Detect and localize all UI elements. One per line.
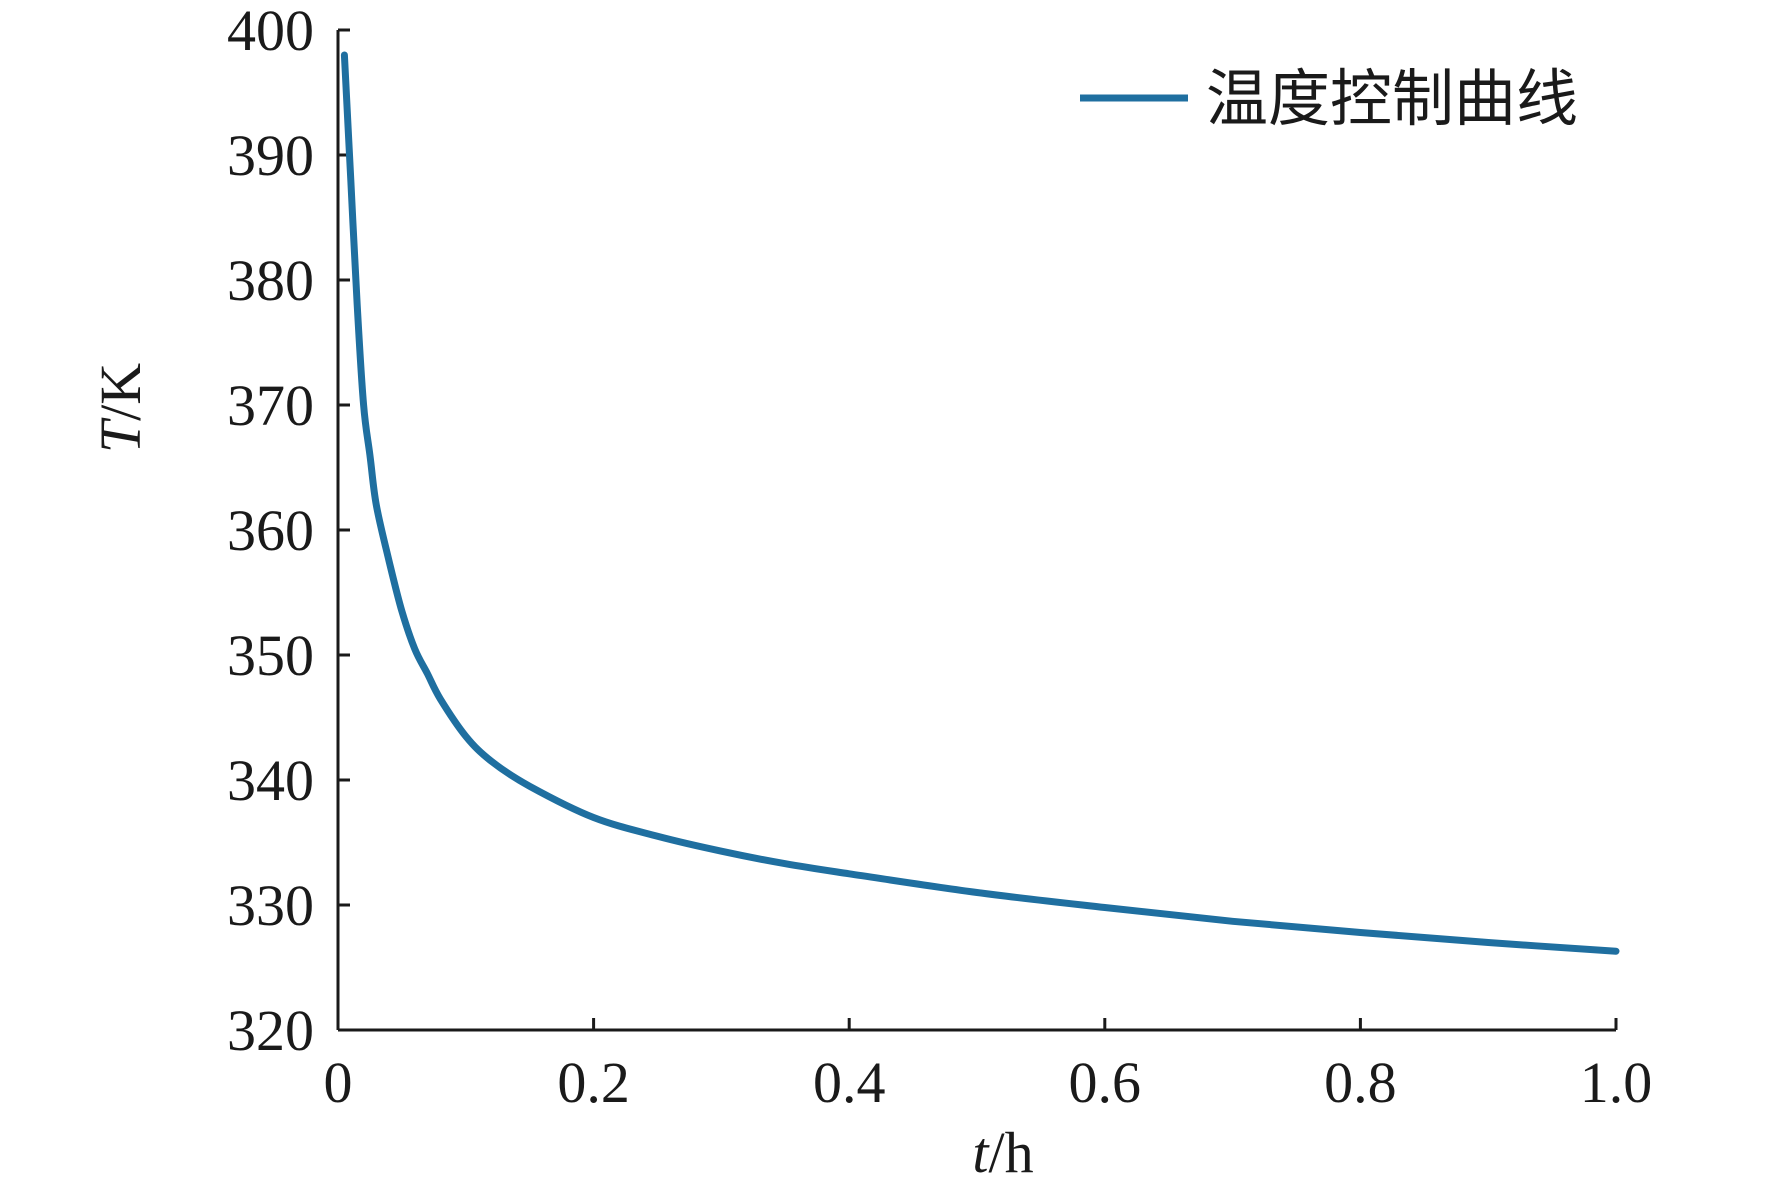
x-axis-label-var: t xyxy=(972,1120,990,1181)
x-tick-label: 1.0 xyxy=(1580,1050,1653,1115)
x-tick-label: 0.8 xyxy=(1324,1050,1397,1115)
x-axis-label: t/h xyxy=(972,1120,1033,1181)
y-tick-label: 320 xyxy=(227,998,314,1063)
x-tick-label: 0 xyxy=(324,1050,353,1115)
x-tick-label: 0.6 xyxy=(1069,1050,1142,1115)
legend-label: 温度控制曲线 xyxy=(1206,62,1578,135)
y-axis-label: T/K xyxy=(88,363,153,453)
x-tick-label: 0.2 xyxy=(557,1050,630,1115)
y-tick-label: 390 xyxy=(227,123,314,188)
y-axis-label-unit: /K xyxy=(88,363,153,421)
y-axis-label-var: T xyxy=(88,417,153,453)
y-tick-label: 360 xyxy=(227,498,314,563)
x-axis-ticks: 0 0.2 0.4 0.6 0.8 1.0 xyxy=(324,1018,1653,1115)
series-line-temperature-control xyxy=(340,51,1620,955)
legend: 温度控制曲线 xyxy=(1080,62,1578,135)
x-axis-label-unit: /h xyxy=(989,1120,1034,1181)
y-tick-label: 370 xyxy=(227,373,314,438)
x-tick-label: 0.4 xyxy=(813,1050,886,1115)
y-tick-label: 400 xyxy=(227,0,314,63)
y-tick-label: 330 xyxy=(227,873,314,938)
y-axis-ticks: 320 330 340 350 360 370 380 390 400 xyxy=(227,0,350,1063)
y-tick-label: 380 xyxy=(227,248,314,313)
y-tick-label: 340 xyxy=(227,748,314,813)
y-tick-label: 350 xyxy=(227,623,314,688)
